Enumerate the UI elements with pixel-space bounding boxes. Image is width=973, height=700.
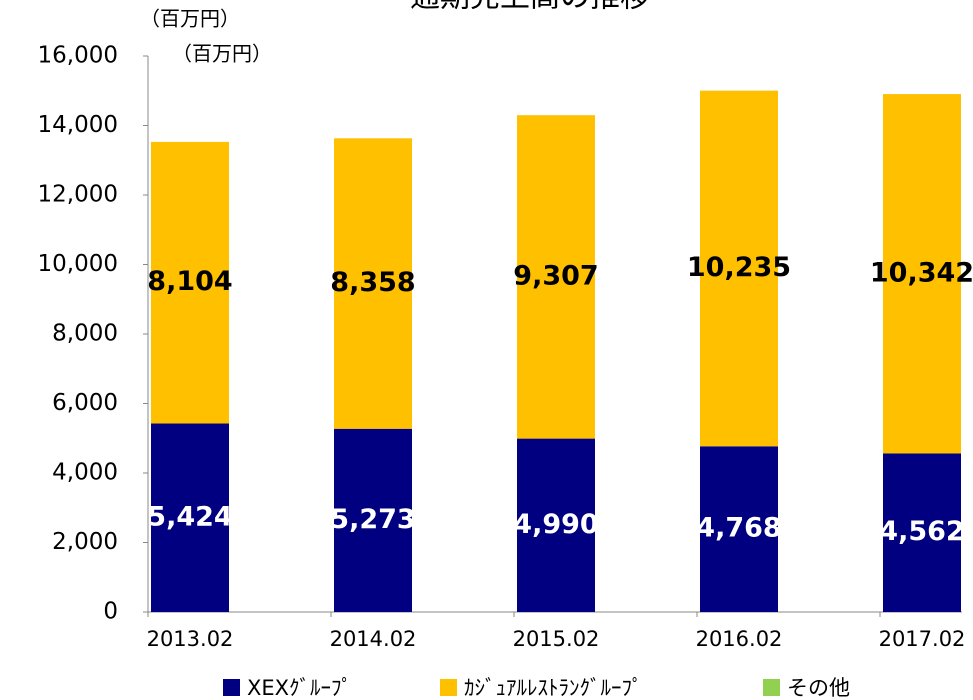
value-label: 4,768: [696, 513, 781, 544]
y-tick-label: 6,000: [52, 390, 118, 416]
x-tick-label: 2015.02: [513, 627, 600, 651]
x-tick-label: 2017.02: [879, 627, 966, 651]
bar-segment: [883, 94, 961, 454]
y-tick-label: 12,000: [38, 182, 118, 208]
y-tick-label: 8,000: [52, 321, 118, 347]
y-tick-label: 10,000: [38, 251, 118, 277]
y-tick-label: 2,000: [52, 529, 118, 555]
chart-title: 通期売上高の推移: [410, 0, 650, 15]
value-label: 9,307: [513, 260, 598, 291]
value-label: 5,424: [147, 501, 232, 532]
value-label: 8,358: [330, 267, 415, 298]
legend-swatch: [763, 679, 780, 696]
legend-swatch: [440, 679, 457, 696]
bar-segment: [334, 428, 412, 612]
bar-segment: [334, 138, 412, 429]
bar-segment: [151, 141, 229, 424]
y-tick-label: 16,000: [38, 43, 118, 69]
x-tick-label: 2016.02: [696, 627, 783, 651]
value-label: 4,990: [513, 509, 598, 540]
x-tick-label: 2014.02: [330, 627, 417, 651]
value-label: 5,273: [330, 504, 415, 535]
x-tick-label: 2013.02: [147, 627, 234, 651]
legend-label: XEXｸﾞﾙｰﾌﾟ: [247, 676, 352, 700]
bar-segment: [700, 446, 778, 612]
unit-label: （百万円）: [172, 42, 272, 66]
bar-segment: [700, 90, 778, 447]
unit-label: （百万円）: [140, 7, 240, 31]
y-tick-label: 4,000: [52, 460, 118, 486]
y-tick-label: 0: [103, 599, 118, 625]
bar-segment: [883, 453, 961, 612]
bar-segment: [517, 438, 595, 612]
value-label: 8,104: [147, 266, 232, 297]
y-tick-label: 14,000: [38, 112, 118, 138]
bar-segment: [517, 115, 595, 439]
bar-segment: [151, 423, 229, 612]
value-label: 4,562: [879, 516, 964, 547]
value-label: 10,235: [687, 252, 791, 283]
legend-swatch: [223, 679, 240, 696]
legend-label: ｶｼﾞｭｱﾙﾚｽﾄﾗﾝｸﾞﾙｰﾌﾟ: [464, 676, 643, 700]
value-label: 10,342: [870, 257, 973, 288]
legend-label: その他: [787, 676, 850, 700]
